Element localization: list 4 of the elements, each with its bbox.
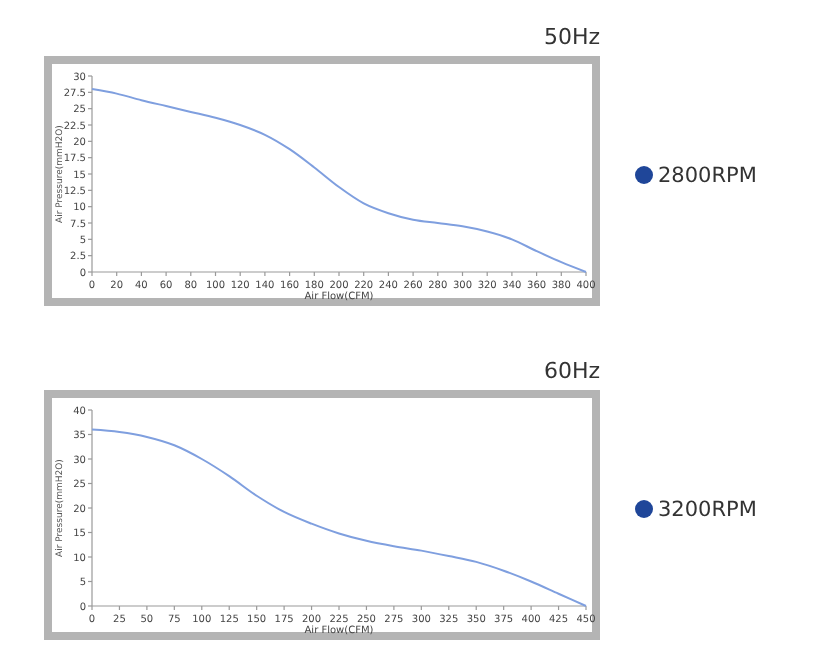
text: 2800RPM <box>658 164 757 189</box>
chart-title: 60Hz <box>543 358 601 384</box>
text: 3200RPM <box>658 498 757 523</box>
chart-title: 50Hz <box>543 24 601 50</box>
